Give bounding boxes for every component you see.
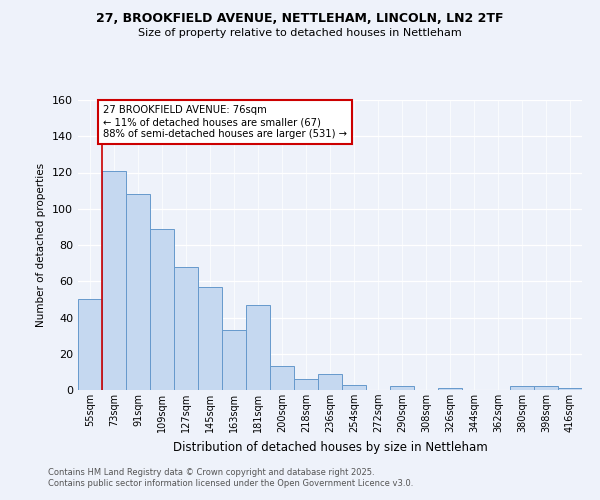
Bar: [390, 386, 414, 390]
Bar: [246, 305, 270, 390]
Bar: [342, 384, 366, 390]
Bar: [270, 366, 294, 390]
Bar: [438, 388, 462, 390]
Text: 27, BROOKFIELD AVENUE, NETTLEHAM, LINCOLN, LN2 2TF: 27, BROOKFIELD AVENUE, NETTLEHAM, LINCOL…: [96, 12, 504, 26]
Y-axis label: Number of detached properties: Number of detached properties: [37, 163, 46, 327]
Bar: [510, 386, 534, 390]
Bar: [318, 374, 342, 390]
Bar: [78, 300, 102, 390]
Bar: [294, 379, 318, 390]
Bar: [126, 194, 150, 390]
Text: Size of property relative to detached houses in Nettleham: Size of property relative to detached ho…: [138, 28, 462, 38]
Text: 27 BROOKFIELD AVENUE: 76sqm
← 11% of detached houses are smaller (67)
88% of sem: 27 BROOKFIELD AVENUE: 76sqm ← 11% of det…: [103, 106, 347, 138]
Bar: [174, 267, 198, 390]
Bar: [558, 388, 582, 390]
X-axis label: Distribution of detached houses by size in Nettleham: Distribution of detached houses by size …: [173, 440, 487, 454]
Bar: [222, 330, 246, 390]
Bar: [198, 286, 222, 390]
Bar: [102, 170, 126, 390]
Bar: [534, 386, 558, 390]
Text: Contains HM Land Registry data © Crown copyright and database right 2025.
Contai: Contains HM Land Registry data © Crown c…: [48, 468, 413, 487]
Bar: [150, 228, 174, 390]
